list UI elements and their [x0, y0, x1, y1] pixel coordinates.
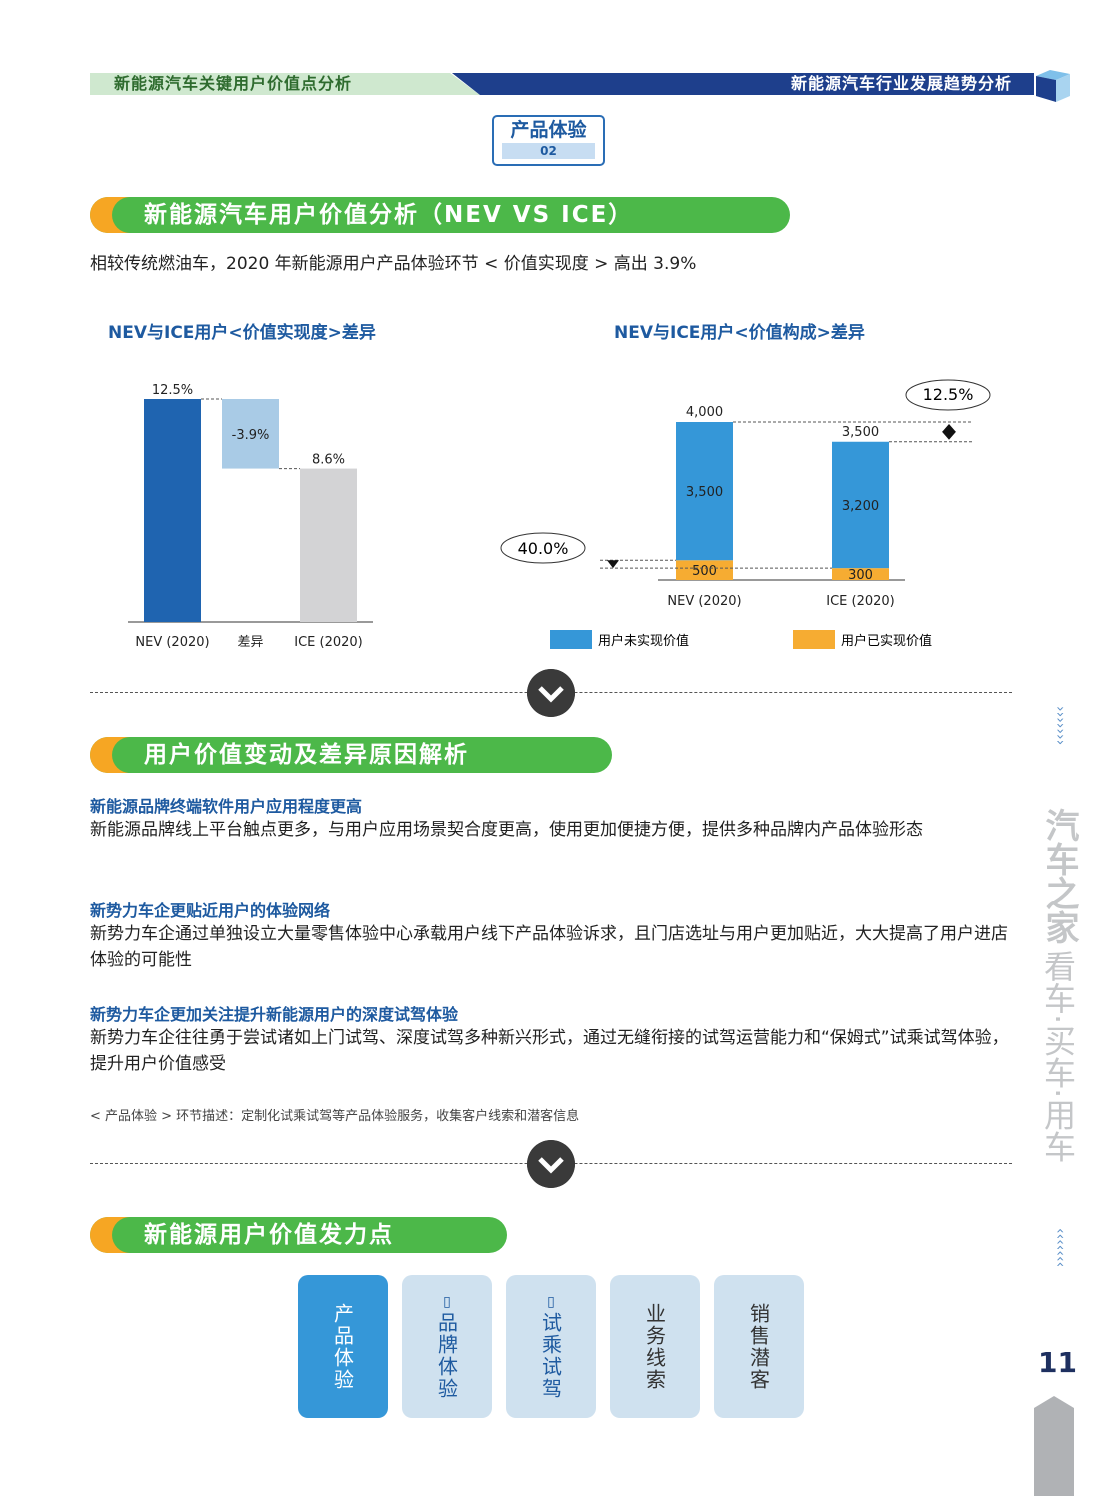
card-product-experience: 产品体验	[298, 1275, 388, 1418]
chevrons-decoration-icon: ›››››››	[1052, 706, 1068, 746]
section-title-1: 新能源汽车用户价值分析（NEV VS ICE）	[90, 197, 790, 233]
section-title-3: 新能源用户价值发力点	[90, 1217, 507, 1253]
bar	[300, 468, 357, 622]
segment-label: 500	[692, 564, 717, 579]
reason-body: 新势力车企通过单独设立大量零售体验中心承载用户线下产品体验诉求，且门店选址与用户…	[90, 924, 1008, 970]
page-tab	[1034, 1396, 1074, 1496]
tick-label: NEV (2020)	[667, 594, 741, 609]
cube-icon	[1036, 70, 1070, 102]
section-title-2: 用户价值变动及差异原因解析	[90, 737, 612, 773]
bar	[222, 399, 279, 469]
tick-label: ICE (2020)	[294, 635, 363, 650]
reason-heading: 新能源品牌终端软件用户应用程度更高	[90, 797, 363, 816]
arrow-head	[942, 424, 956, 432]
reason-item: 新能源品牌终端软件用户应用程度更高新能源品牌线上平台触点更多，与用户应用场景契合…	[90, 793, 1015, 897]
chart2-title: NEV与ICE用户<价值构成>差异	[614, 323, 865, 343]
battery-icon: ▯	[543, 1293, 559, 1312]
stacked-bar-chart: 500 3,500 4,000 NEV (2020) 300 3,200 3,500 ICE …	[500, 379, 991, 649]
data-label: 12.5%	[152, 383, 193, 398]
reason-heading: 新势力车企更加关注提升新能源用户的深度试驾体验	[90, 1005, 459, 1024]
bar-segment	[832, 441, 889, 569]
chevron-down-icon	[527, 669, 575, 717]
header-left-banner: 新能源汽车关键用户价值点分析	[90, 73, 480, 95]
badge-number: 02	[502, 143, 595, 159]
annotation-label: 12.5%	[923, 385, 974, 404]
bar-segment	[832, 568, 889, 580]
total-label: 3,500	[842, 425, 879, 440]
card-business-leads: 业务线索	[610, 1275, 700, 1418]
legend-swatch	[793, 630, 835, 649]
legend-swatch	[550, 630, 592, 649]
reason-item: 新势力车企更贴近用户的体验网络新势力车企通过单独设立大量零售体验中心承载用户线下…	[90, 897, 1015, 1001]
reason-heading: 新势力车企更贴近用户的体验网络	[90, 901, 331, 920]
waterfall-chart: 12.5% NEV (2020) -3.9% 差异 8.6% ICE (2020)	[128, 383, 373, 650]
bar-segment	[676, 422, 733, 561]
chart1-title: NEV与ICE用户<价值实现度>差异	[108, 323, 376, 343]
segment-label: 3,500	[686, 485, 723, 500]
card-test-drive: ▯ 试乘试驾	[506, 1275, 596, 1418]
card-label: 品牌体验	[434, 1311, 459, 1400]
header-right-banner: 新能源汽车行业发展趋势分析	[452, 73, 1034, 95]
sidebar-slogan: 看车·买车·用车	[1039, 950, 1077, 1163]
section-title-text: 新能源用户价值发力点	[144, 1222, 394, 1248]
page-number: 11	[1038, 1346, 1077, 1379]
annotation-label: 40.0%	[518, 539, 569, 558]
data-label: -3.9%	[232, 428, 270, 443]
arrow-head	[607, 560, 619, 569]
annotation-ellipse	[905, 379, 991, 411]
bar	[144, 399, 201, 622]
reason-body: 新能源品牌线上平台触点更多，与用户应用场景契合度更高，使用更加便捷方便，提供多种…	[90, 820, 923, 840]
arrow-head	[942, 431, 956, 440]
card-label: 试乘试驾	[538, 1311, 563, 1400]
data-label: 8.6%	[312, 453, 345, 468]
summary-text: 相较传统燃油车，2020 年新能源用户产品体验环节 < 价值实现度 > 高出 3…	[90, 254, 697, 274]
chevron-down-icon	[527, 1140, 575, 1188]
total-label: 4,000	[686, 405, 723, 420]
sidebar-brand: 汽车之家	[1039, 808, 1079, 944]
tick-label: 差异	[237, 635, 263, 650]
legend-label: 用户未实现价值	[598, 633, 689, 649]
battery-icon: ▯	[439, 1293, 455, 1312]
segment-label: 300	[848, 568, 873, 583]
tick-label: NEV (2020)	[135, 635, 209, 650]
section-badge: 产品体验 02	[492, 115, 605, 166]
section-title-text: 新能源汽车用户价值分析（NEV VS ICE）	[144, 202, 634, 228]
bar-segment	[676, 560, 733, 580]
card-sales-prospects: 销售潜客	[714, 1275, 804, 1418]
tick-label: ICE (2020)	[826, 594, 895, 609]
reason-item: 新势力车企更加关注提升新能源用户的深度试驾体验新势力车企往往勇于尝试诸如上门试驾…	[90, 1001, 1015, 1105]
section-title-text: 用户价值变动及差异原因解析	[144, 742, 469, 768]
card-brand-experience: ▯ 品牌体验	[402, 1275, 492, 1418]
segment-label: 3,200	[842, 499, 879, 514]
badge-title: 产品体验	[510, 119, 587, 141]
annotation-ellipse	[500, 532, 586, 564]
reason-body: 新势力车企往往勇于尝试诸如上门试驾、深度试驾多种新兴形式，通过无缝衔接的试驾运营…	[90, 1028, 1009, 1074]
legend-label: 用户已实现价值	[841, 633, 932, 649]
footnote: < 产品体验 > 环节描述：定制化试乘试驾等产品体验服务，收集客户线索和潜客信息	[90, 1109, 580, 1124]
chevrons-decoration-icon: ‹‹‹‹‹‹‹	[1052, 1228, 1068, 1268]
